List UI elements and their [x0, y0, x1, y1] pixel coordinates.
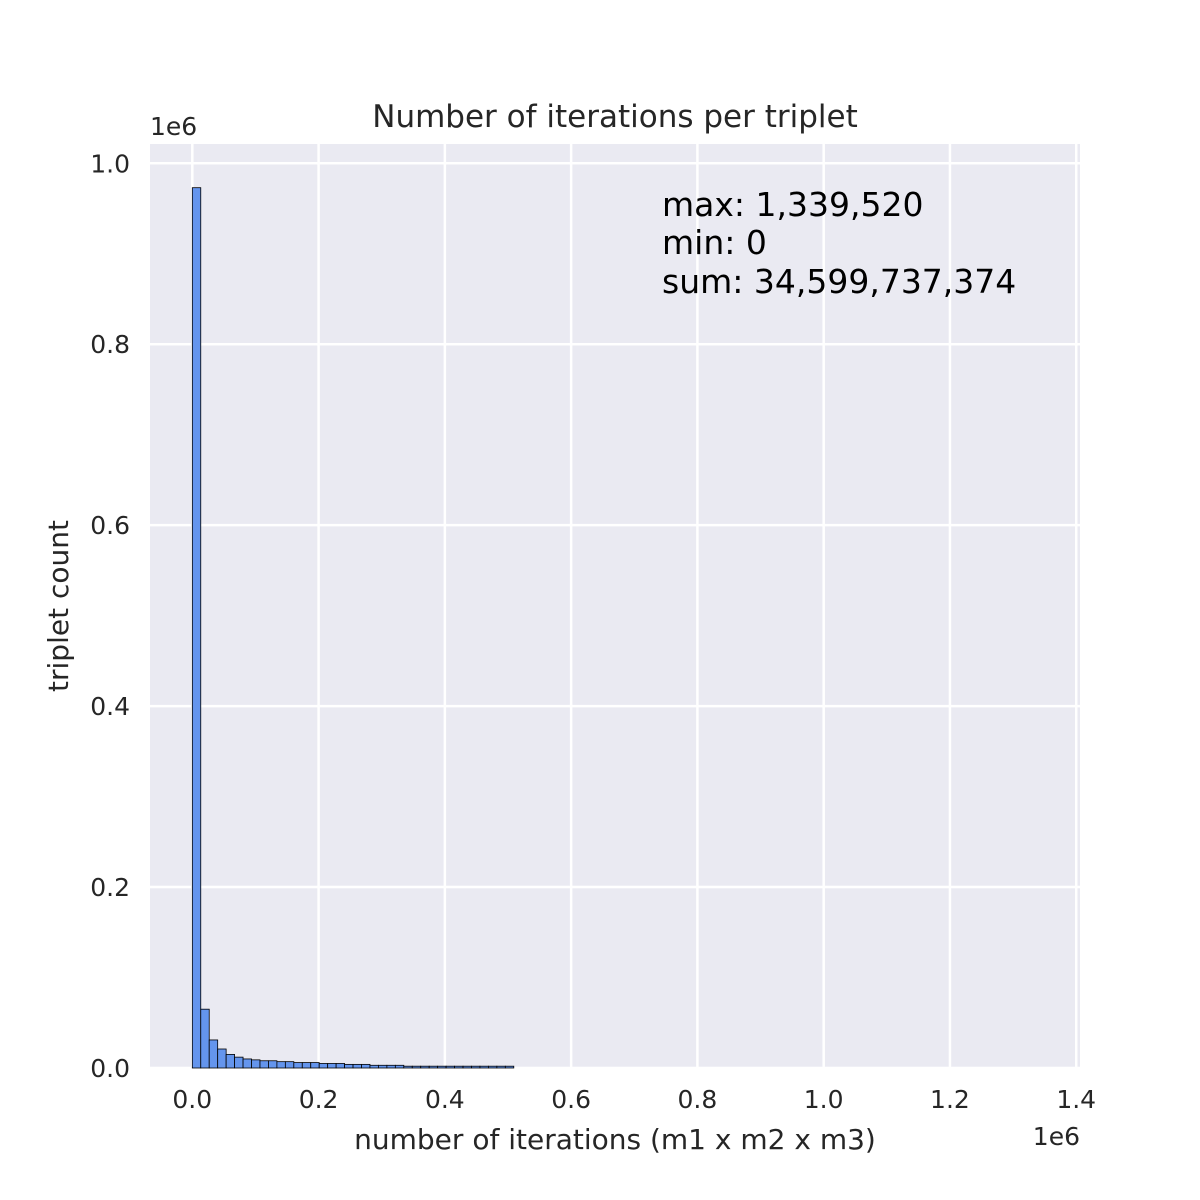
- histogram-bar: [310, 1062, 320, 1069]
- histogram-bar: [504, 1065, 515, 1069]
- histogram-bar: [420, 1065, 430, 1069]
- histogram-bar: [386, 1064, 396, 1069]
- histogram-bar: [327, 1063, 337, 1069]
- histogram-bar: [462, 1065, 472, 1069]
- y-axis-ticks: 0.0 0.2 0.4 0.6 0.8 1.0: [90, 149, 130, 1083]
- y-axis-label: triplet count: [42, 520, 75, 692]
- histogram-bar: [276, 1061, 286, 1069]
- chart-title: Number of iterations per triplet: [372, 99, 857, 135]
- histogram-bar: [428, 1065, 439, 1069]
- histogram-bar: [437, 1065, 447, 1069]
- histogram-bar: [378, 1064, 388, 1069]
- histogram-bar: [471, 1065, 481, 1069]
- x-tick-label: 0.2: [299, 1085, 339, 1114]
- histogram-bar: [496, 1065, 506, 1069]
- x-tick-label: 1.0: [804, 1085, 844, 1114]
- histogram-bar: [344, 1063, 354, 1069]
- y-tick-label: 0.4: [90, 692, 130, 721]
- x-offset-text: 1e6: [1033, 1122, 1080, 1151]
- histogram-bar: [361, 1063, 371, 1069]
- x-tick-label: 1.2: [930, 1085, 970, 1114]
- plot-background: [150, 144, 1080, 1068]
- histogram-bar: [217, 1048, 227, 1069]
- y-tick-label: 1.0: [90, 149, 130, 178]
- y-tick-label: 0.8: [90, 330, 130, 359]
- histogram-bar: [403, 1065, 413, 1069]
- x-tick-label: 1.4: [1056, 1085, 1096, 1114]
- y-offset-text: 1e6: [150, 112, 197, 141]
- histogram-bar: [268, 1060, 278, 1069]
- histogram-bar: [293, 1062, 303, 1069]
- y-tick-label: 0.0: [90, 1054, 130, 1083]
- histogram-bar: [234, 1056, 244, 1069]
- histogram-bar: [318, 1063, 329, 1069]
- histogram-bar: [225, 1054, 236, 1069]
- histogram-bar: [259, 1060, 269, 1069]
- histogram-bar: [200, 1008, 210, 1069]
- x-axis-label: number of iterations (m1 x m2 x m3): [354, 1123, 876, 1156]
- x-tick-label: 0.4: [425, 1085, 465, 1114]
- histogram-bar: [394, 1064, 405, 1069]
- annotation-max: max: 1,339,520: [662, 185, 923, 224]
- y-tick-label: 0.6: [90, 511, 130, 540]
- histogram-bar: [284, 1061, 295, 1069]
- histogram-bar: [454, 1065, 464, 1069]
- histogram-bar: [488, 1065, 498, 1069]
- x-tick-label: 0.0: [172, 1085, 212, 1114]
- histogram-bar: [479, 1065, 489, 1069]
- histogram-bar: [335, 1063, 345, 1069]
- histogram-bar: [191, 187, 202, 1069]
- histogram-bar: [301, 1062, 312, 1069]
- histogram-bar: [411, 1065, 422, 1069]
- annotation-sum: sum: 34,599,737,374: [662, 262, 1016, 301]
- histogram-bar: [251, 1059, 261, 1069]
- histogram-bar: [208, 1039, 219, 1069]
- histogram-bar: [369, 1064, 379, 1069]
- x-tick-label: 0.6: [551, 1085, 591, 1114]
- x-tick-label: 0.8: [678, 1085, 718, 1114]
- annotation-min: min: 0: [662, 223, 767, 262]
- histogram-bars: [191, 187, 515, 1069]
- x-axis-ticks: 0.0 0.2 0.4 0.6 0.8 1.0 1.2 1.4: [172, 1085, 1096, 1114]
- histogram-bar: [352, 1063, 362, 1069]
- histogram-bar: [242, 1058, 252, 1069]
- y-tick-label: 0.2: [90, 873, 130, 902]
- histogram-bar: [445, 1065, 455, 1069]
